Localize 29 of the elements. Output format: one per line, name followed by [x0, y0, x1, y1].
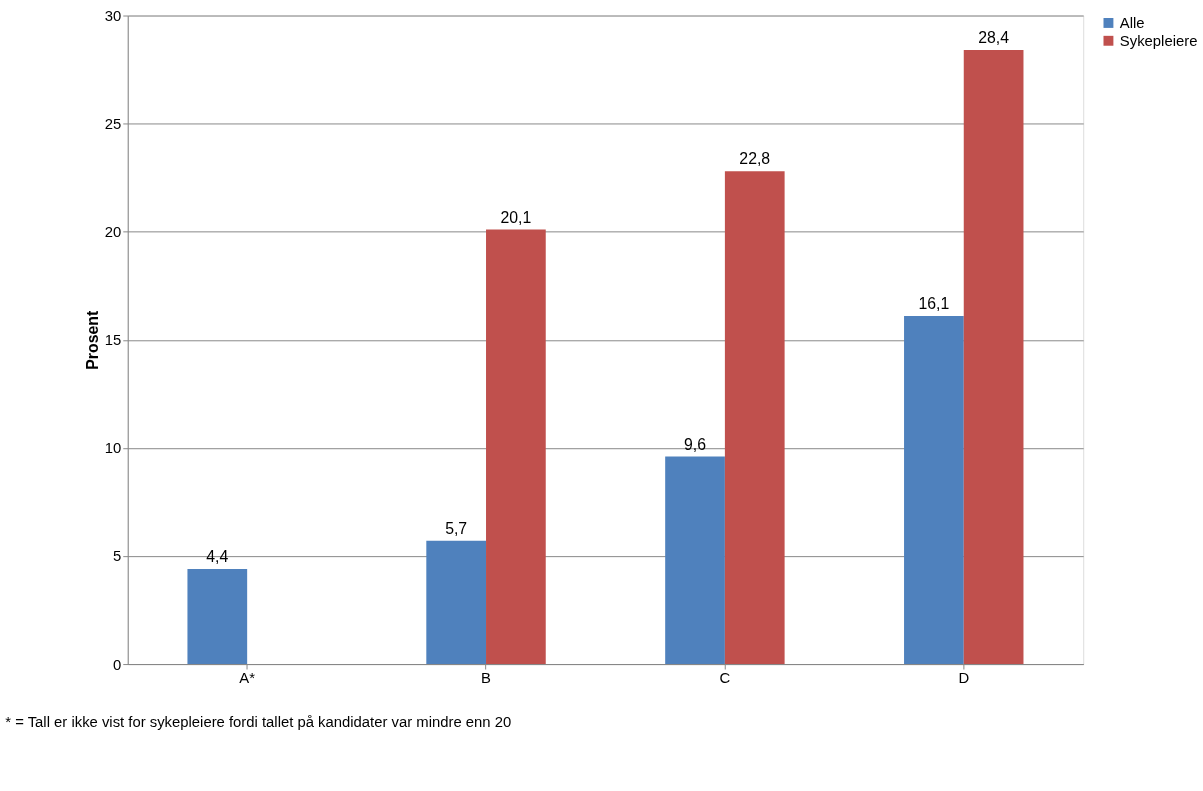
y-tick-label: 20	[104, 224, 122, 241]
x-tick-label: C	[719, 670, 731, 687]
legend-label: Sykepleiere	[1119, 32, 1198, 49]
text: * = Tall er ikke vist for sykepleiere fordi tallet på kandidater var mindre enn 20	[5, 714, 512, 731]
data-label: 4,4	[206, 548, 229, 566]
x-tick-label: D	[958, 670, 970, 687]
y-tick-label: 5	[113, 548, 122, 565]
x-tick-label: B	[481, 670, 492, 687]
bar	[426, 540, 487, 665]
y-tick-label: 15	[104, 332, 122, 349]
x-tick-label: A*	[239, 670, 256, 687]
bar	[963, 50, 1024, 665]
data-label: 9,6	[684, 435, 707, 453]
data-label: 20,1	[500, 208, 532, 226]
bar	[724, 171, 785, 665]
data-label: 28,4	[978, 29, 1010, 47]
bar	[904, 316, 964, 665]
data-label: 16,1	[918, 295, 950, 313]
data-label: 22,8	[739, 150, 771, 168]
data-label: 5,7	[445, 519, 468, 537]
bar	[187, 568, 248, 665]
bar	[665, 456, 725, 665]
y-tick-label: 10	[104, 440, 122, 457]
y-tick-label: 25	[104, 116, 122, 133]
legend-label: Alle	[1119, 14, 1145, 31]
y-axis-title: Prosent	[83, 310, 101, 370]
bar	[486, 229, 546, 665]
y-tick-label: 30	[104, 7, 122, 24]
y-tick-label: 0	[113, 656, 122, 673]
